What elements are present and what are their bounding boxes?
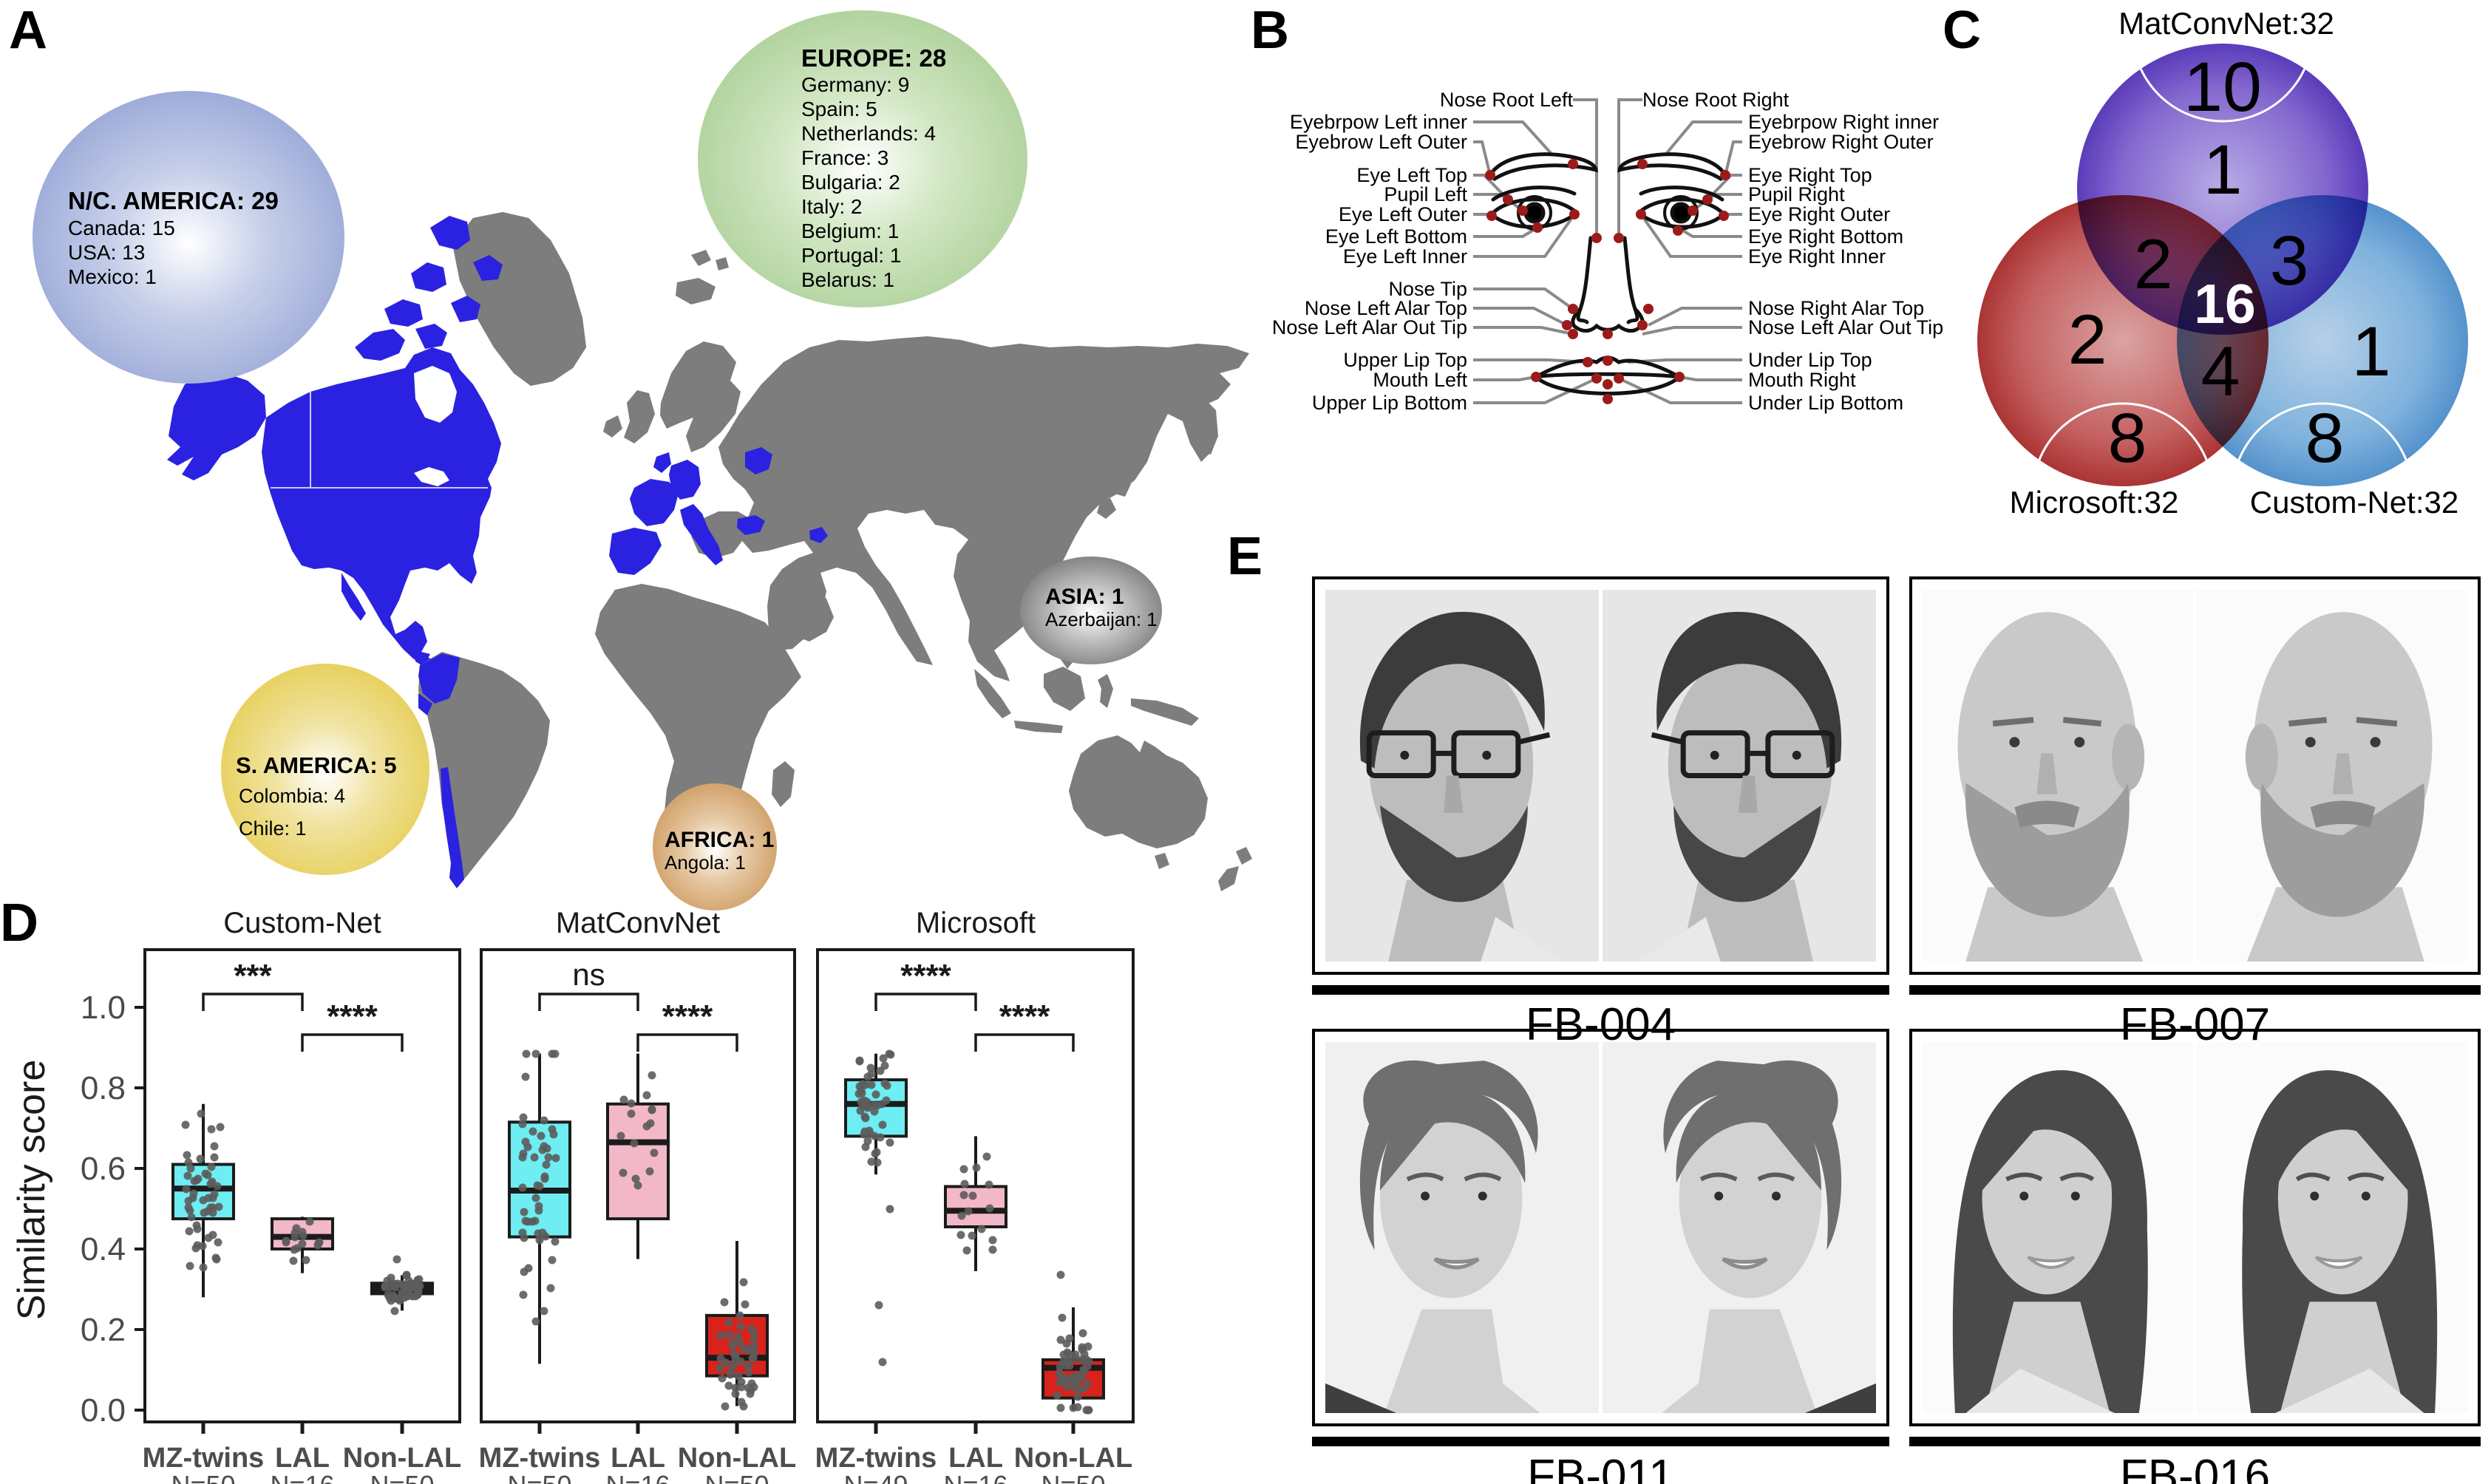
svg-text:N=50: N=50 bbox=[507, 1470, 571, 1484]
svg-text:N=16: N=16 bbox=[605, 1470, 670, 1484]
svg-text:Eye Left Bottom: Eye Left Bottom bbox=[1325, 225, 1467, 248]
svg-text:****: **** bbox=[900, 958, 951, 994]
svg-text:Mouth Right: Mouth Right bbox=[1748, 369, 1856, 391]
svg-text:0.8: 0.8 bbox=[81, 1070, 126, 1106]
svg-text:Upper Lip Bottom: Upper Lip Bottom bbox=[1312, 392, 1467, 414]
svg-text:Eye Right Inner: Eye Right Inner bbox=[1748, 245, 1886, 268]
svg-text:Eye Left Inner: Eye Left Inner bbox=[1343, 245, 1467, 268]
svg-text:16: 16 bbox=[2194, 273, 2255, 335]
svg-text:Canada: 15: Canada: 15 bbox=[68, 217, 175, 239]
svg-text:Eye Right Outer: Eye Right Outer bbox=[1748, 203, 1890, 225]
svg-text:Nose Root Right: Nose Root Right bbox=[1642, 89, 1790, 111]
svg-text:****: **** bbox=[999, 998, 1050, 1035]
svg-text:Angola: 1: Angola: 1 bbox=[665, 851, 746, 874]
svg-text:N/C. AMERICA: 29: N/C. AMERICA: 29 bbox=[68, 187, 279, 214]
svg-text:1: 1 bbox=[2352, 313, 2391, 391]
svg-text:Similarity score: Similarity score bbox=[10, 1060, 53, 1321]
svg-text:Under Lip Top: Under Lip Top bbox=[1748, 349, 1872, 371]
svg-text:3: 3 bbox=[2270, 222, 2309, 300]
svg-text:Pupil Right: Pupil Right bbox=[1748, 183, 1845, 205]
svg-text:N=50: N=50 bbox=[1041, 1470, 1105, 1484]
svg-text:MZ-twins: MZ-twins bbox=[143, 1443, 265, 1474]
svg-text:1: 1 bbox=[2203, 131, 2243, 209]
svg-text:Belgium: 1: Belgium: 1 bbox=[801, 219, 899, 242]
svg-text:Nose Left Alar Out Tip: Nose Left Alar Out Tip bbox=[1748, 316, 1943, 338]
svg-text:Azerbaijan: 1: Azerbaijan: 1 bbox=[1045, 608, 1158, 630]
svg-text:EUROPE: 28: EUROPE: 28 bbox=[801, 44, 946, 72]
svg-text:Under Lip Bottom: Under Lip Bottom bbox=[1748, 392, 1903, 414]
svg-text:****: **** bbox=[327, 998, 378, 1035]
svg-text:MZ-twins: MZ-twins bbox=[815, 1443, 937, 1474]
svg-text:Nose Tip: Nose Tip bbox=[1388, 278, 1467, 300]
svg-text:N=50: N=50 bbox=[171, 1470, 235, 1484]
svg-text:Nose Left Alar Top: Nose Left Alar Top bbox=[1305, 297, 1467, 319]
svg-text:Custom-Net:32: Custom-Net:32 bbox=[2250, 485, 2458, 520]
svg-text:Portugal: 1: Portugal: 1 bbox=[801, 244, 901, 267]
svg-text:Eyebrow Right Outer: Eyebrow Right Outer bbox=[1748, 131, 1934, 153]
svg-text:Eye Right Bottom: Eye Right Bottom bbox=[1748, 225, 1903, 248]
svg-text:Upper Lip Top: Upper Lip Top bbox=[1343, 349, 1467, 371]
svg-text:N=50: N=50 bbox=[370, 1470, 434, 1484]
svg-text:0.4: 0.4 bbox=[81, 1231, 126, 1267]
svg-text:4: 4 bbox=[2201, 333, 2240, 411]
svg-text:MatConvNet: MatConvNet bbox=[556, 907, 720, 939]
svg-text:Eye Left Outer: Eye Left Outer bbox=[1339, 203, 1467, 225]
svg-text:Eyebrpow Left inner: Eyebrpow Left inner bbox=[1290, 111, 1467, 133]
svg-text:Netherlands: 4: Netherlands: 4 bbox=[801, 122, 936, 145]
svg-text:2: 2 bbox=[2134, 225, 2173, 304]
svg-text:***: *** bbox=[234, 958, 272, 994]
svg-text:N=49: N=49 bbox=[843, 1470, 908, 1484]
svg-text:Eyebrow Left Outer: Eyebrow Left Outer bbox=[1295, 131, 1467, 153]
svg-text:LAL: LAL bbox=[611, 1443, 665, 1474]
svg-text:MZ-twins: MZ-twins bbox=[479, 1443, 601, 1474]
svg-text:Non-LAL: Non-LAL bbox=[1014, 1443, 1132, 1474]
svg-text:Spain: 5: Spain: 5 bbox=[801, 98, 877, 120]
svg-text:Mexico: 1: Mexico: 1 bbox=[68, 265, 157, 288]
svg-text:Non-LAL: Non-LAL bbox=[678, 1443, 796, 1474]
svg-text:Eyebrpow Right inner: Eyebrpow Right inner bbox=[1748, 111, 1939, 133]
svg-text:S. AMERICA: 5: S. AMERICA: 5 bbox=[236, 752, 397, 778]
svg-text:****: **** bbox=[662, 998, 713, 1035]
svg-text:Belarus: 1: Belarus: 1 bbox=[801, 268, 894, 291]
svg-text:8: 8 bbox=[2305, 399, 2345, 477]
svg-text:0.0: 0.0 bbox=[81, 1392, 126, 1429]
svg-text:0.2: 0.2 bbox=[81, 1312, 126, 1348]
svg-text:N=16: N=16 bbox=[270, 1470, 334, 1484]
svg-text:Chile: 1: Chile: 1 bbox=[239, 817, 307, 840]
svg-text:2: 2 bbox=[2068, 301, 2107, 379]
svg-text:Eye Right Top: Eye Right Top bbox=[1748, 164, 1872, 186]
svg-text:Nose Right Alar Top: Nose Right Alar Top bbox=[1748, 297, 1924, 319]
svg-text:Colombia: 4: Colombia: 4 bbox=[239, 785, 345, 807]
svg-text:Eye Left Top: Eye Left Top bbox=[1356, 164, 1467, 186]
svg-text:N=50: N=50 bbox=[704, 1470, 769, 1484]
svg-text:France: 3: France: 3 bbox=[801, 146, 888, 169]
svg-text:ns: ns bbox=[572, 957, 605, 992]
svg-text:ASIA: 1: ASIA: 1 bbox=[1045, 585, 1124, 609]
svg-text:MatConvNet:32: MatConvNet:32 bbox=[2118, 6, 2334, 41]
svg-text:USA: 13: USA: 13 bbox=[68, 241, 145, 264]
svg-text:N=16: N=16 bbox=[943, 1470, 1007, 1484]
svg-text:1.0: 1.0 bbox=[81, 990, 126, 1026]
svg-text:8: 8 bbox=[2108, 399, 2147, 477]
svg-text:Italy: 2: Italy: 2 bbox=[801, 195, 862, 218]
svg-text:Microsoft: Microsoft bbox=[916, 907, 1036, 939]
svg-text:Pupil Left: Pupil Left bbox=[1384, 183, 1467, 205]
svg-text:LAL: LAL bbox=[275, 1443, 330, 1474]
svg-text:Bulgaria: 2: Bulgaria: 2 bbox=[801, 171, 900, 194]
svg-text:Non-LAL: Non-LAL bbox=[343, 1443, 461, 1474]
svg-text:0.6: 0.6 bbox=[81, 1151, 126, 1187]
svg-text:Custom-Net: Custom-Net bbox=[223, 907, 381, 939]
svg-text:10: 10 bbox=[2184, 48, 2262, 126]
svg-text:LAL: LAL bbox=[948, 1443, 1003, 1474]
svg-text:Nose Root Left: Nose Root Left bbox=[1440, 89, 1574, 111]
svg-text:Germany: 9: Germany: 9 bbox=[801, 73, 909, 96]
svg-text:Nose Left Alar Out Tip: Nose Left Alar Out Tip bbox=[1272, 316, 1467, 338]
svg-text:AFRICA: 1: AFRICA: 1 bbox=[665, 828, 774, 852]
svg-text:Mouth Left: Mouth Left bbox=[1373, 369, 1467, 391]
svg-text:Microsoft:32: Microsoft:32 bbox=[2010, 485, 2179, 520]
